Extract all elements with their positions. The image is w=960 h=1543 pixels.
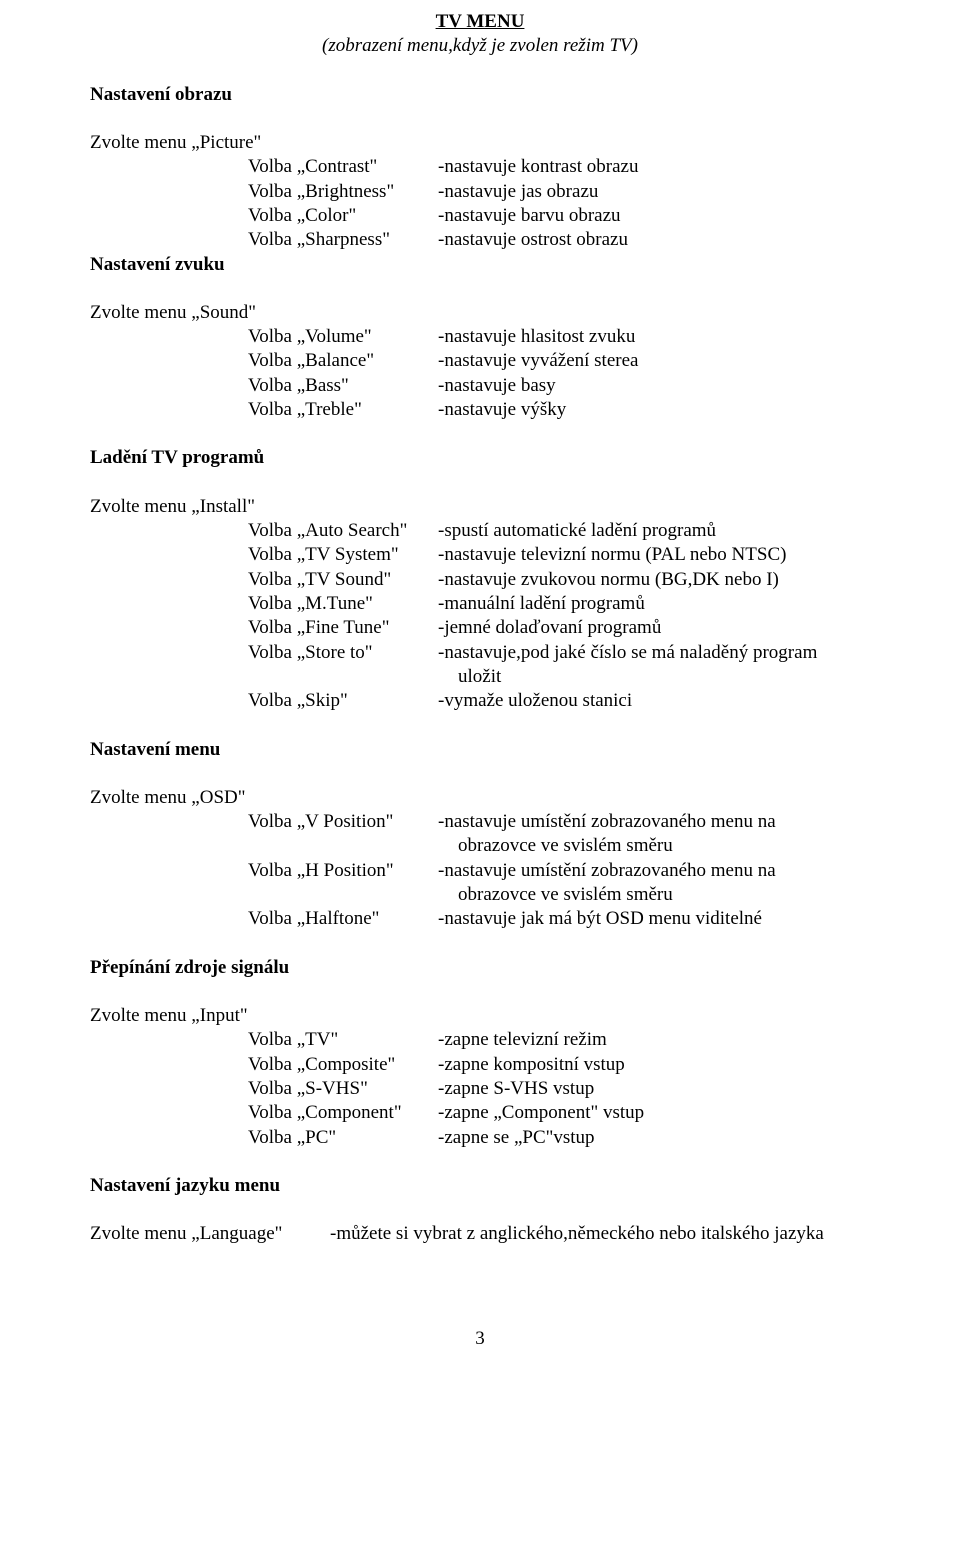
row-left: Volba „PC" bbox=[248, 1126, 438, 1150]
row: Volba „TV System"-nastavuje televizní no… bbox=[90, 543, 870, 567]
row-left: Volba „TV System" bbox=[248, 543, 438, 567]
document-title: TV MENU bbox=[90, 10, 870, 34]
row-right: -nastavuje zvukovou normu (BG,DK nebo I) bbox=[438, 568, 870, 592]
row: Volba „Volume"-nastavuje hlasitost zvuku bbox=[90, 325, 870, 349]
row-right: -nastavuje jas obrazu bbox=[438, 180, 870, 204]
row-right: -nastavuje ostrost obrazu bbox=[438, 228, 870, 252]
row: Volba „Bass"-nastavuje basy bbox=[90, 374, 870, 398]
row-right: -jemné dolaďovaní programů bbox=[438, 616, 870, 640]
page-number: 3 bbox=[90, 1327, 870, 1351]
menu-select-input: Zvolte menu „Input" bbox=[90, 1004, 870, 1028]
menu-select-osd: Zvolte menu „OSD" bbox=[90, 786, 870, 810]
heading-language: Nastavení jazyku menu bbox=[90, 1174, 870, 1198]
document-page: TV MENU (zobrazení menu,když je zvolen r… bbox=[0, 0, 960, 1391]
row-left: Volba „Bass" bbox=[248, 374, 438, 398]
row: Volba „Auto Search"-spustí automatické l… bbox=[90, 519, 870, 543]
language-row: Zvolte menu „Language" -můžete si vybrat… bbox=[90, 1222, 870, 1246]
row: Volba „Store to"-nastavuje,pod jaké čísl… bbox=[90, 641, 870, 665]
row-left: Volba „Skip" bbox=[248, 689, 438, 713]
row-right: -zapne televizní režim bbox=[438, 1028, 870, 1052]
row-left: Volba „Color" bbox=[248, 204, 438, 228]
heading-install: Ladění TV programů bbox=[90, 446, 870, 470]
row-left: Volba „Treble" bbox=[248, 398, 438, 422]
row: Volba „Fine Tune"-jemné dolaďovaní progr… bbox=[90, 616, 870, 640]
row-right: -nastavuje barvu obrazu bbox=[438, 204, 870, 228]
heading-input: Přepínání zdroje signálu bbox=[90, 956, 870, 980]
rows-input: Volba „TV"-zapne televizní režim Volba „… bbox=[90, 1028, 870, 1150]
row-right: -manuální ladění programů bbox=[438, 592, 870, 616]
row: Volba „TV Sound"-nastavuje zvukovou norm… bbox=[90, 568, 870, 592]
row-right: -nastavuje hlasitost zvuku bbox=[438, 325, 870, 349]
row-right: -nastavuje jak má být OSD menu viditelné bbox=[438, 907, 870, 931]
row-left: Volba „Balance" bbox=[248, 349, 438, 373]
rows-picture: Volba „Contrast"-nastavuje kontrast obra… bbox=[90, 155, 870, 252]
row-right: -zapne „Component" vstup bbox=[438, 1101, 870, 1125]
document-subtitle: (zobrazení menu,když je zvolen režim TV) bbox=[90, 34, 870, 58]
row-right: -spustí automatické ladění programů bbox=[438, 519, 870, 543]
rows-install-2: Volba „Skip"-vymaže uloženou stanici bbox=[90, 689, 870, 713]
row: Volba „Brightness"-nastavuje jas obrazu bbox=[90, 180, 870, 204]
row: Volba „S-VHS"-zapne S-VHS vstup bbox=[90, 1077, 870, 1101]
row: Volba „Treble"-nastavuje výšky bbox=[90, 398, 870, 422]
cont-line-osd-1: obrazovce ve svislém směru bbox=[90, 834, 870, 858]
rows-install: Volba „Auto Search"-spustí automatické l… bbox=[90, 519, 870, 665]
row: Volba „Color"-nastavuje barvu obrazu bbox=[90, 204, 870, 228]
row: Volba „Component"-zapne „Component" vstu… bbox=[90, 1101, 870, 1125]
row-left: Volba „Volume" bbox=[248, 325, 438, 349]
row-left: Volba „Component" bbox=[248, 1101, 438, 1125]
title-block: TV MENU (zobrazení menu,když je zvolen r… bbox=[90, 10, 870, 59]
row-right: -vymaže uloženou stanici bbox=[438, 689, 870, 713]
row: Volba „Contrast"-nastavuje kontrast obra… bbox=[90, 155, 870, 179]
row-right: -nastavuje basy bbox=[438, 374, 870, 398]
heading-sound: Nastavení zvuku bbox=[90, 253, 870, 277]
row-right: -zapne S-VHS vstup bbox=[438, 1077, 870, 1101]
row-left: Volba „Composite" bbox=[248, 1053, 438, 1077]
row-right: -nastavuje umístění zobrazovaného menu n… bbox=[438, 810, 870, 834]
rows-osd-2: Volba „H Position"-nastavuje umístění zo… bbox=[90, 859, 870, 883]
row-left: Volba „Auto Search" bbox=[248, 519, 438, 543]
row-right: -zapne se „PC"vstup bbox=[438, 1126, 870, 1150]
row: Volba „Balance"-nastavuje vyvážení stere… bbox=[90, 349, 870, 373]
row-left: Volba „Brightness" bbox=[248, 180, 438, 204]
row-left: Volba „Store to" bbox=[248, 641, 438, 665]
row: Volba „Skip"-vymaže uloženou stanici bbox=[90, 689, 870, 713]
row: Volba „Halftone"-nastavuje jak má být OS… bbox=[90, 907, 870, 931]
heading-picture: Nastavení obrazu bbox=[90, 83, 870, 107]
row-left: Volba „V Position" bbox=[248, 810, 438, 834]
row-right: -nastavuje umístění zobrazovaného menu n… bbox=[438, 859, 870, 883]
row-left: Volba „Contrast" bbox=[248, 155, 438, 179]
row-right: -zapne kompositní vstup bbox=[438, 1053, 870, 1077]
menu-select-language: Zvolte menu „Language" bbox=[90, 1222, 330, 1246]
row-left: Volba „M.Tune" bbox=[248, 592, 438, 616]
row-left: Volba „TV Sound" bbox=[248, 568, 438, 592]
row-right: -nastavuje televizní normu (PAL nebo NTS… bbox=[438, 543, 870, 567]
row-right: -nastavuje kontrast obrazu bbox=[438, 155, 870, 179]
row-left: Volba „S-VHS" bbox=[248, 1077, 438, 1101]
row: Volba „M.Tune"-manuální ladění programů bbox=[90, 592, 870, 616]
row-right: -nastavuje výšky bbox=[438, 398, 870, 422]
rows-osd-1: Volba „V Position"-nastavuje umístění zo… bbox=[90, 810, 870, 834]
row: Volba „V Position"-nastavuje umístění zo… bbox=[90, 810, 870, 834]
language-desc: -můžete si vybrat z anglického,německého… bbox=[330, 1222, 870, 1246]
cont-line-install: uložit bbox=[90, 665, 870, 689]
rows-osd-3: Volba „Halftone"-nastavuje jak má být OS… bbox=[90, 907, 870, 931]
row: Volba „PC"-zapne se „PC"vstup bbox=[90, 1126, 870, 1150]
cont-line-osd-2: obrazovce ve svislém směru bbox=[90, 883, 870, 907]
row: Volba „Composite"-zapne kompositní vstup bbox=[90, 1053, 870, 1077]
row-left: Volba „TV" bbox=[248, 1028, 438, 1052]
row-left: Volba „Sharpness" bbox=[248, 228, 438, 252]
heading-osd: Nastavení menu bbox=[90, 738, 870, 762]
menu-select-install: Zvolte menu „Install" bbox=[90, 495, 870, 519]
rows-sound: Volba „Volume"-nastavuje hlasitost zvuku… bbox=[90, 325, 870, 422]
row: Volba „Sharpness"-nastavuje ostrost obra… bbox=[90, 228, 870, 252]
row: Volba „H Position"-nastavuje umístění zo… bbox=[90, 859, 870, 883]
row-right: -nastavuje,pod jaké číslo se má naladěný… bbox=[438, 641, 870, 665]
menu-select-picture: Zvolte menu „Picture" bbox=[90, 131, 870, 155]
row-left: Volba „H Position" bbox=[248, 859, 438, 883]
row: Volba „TV"-zapne televizní režim bbox=[90, 1028, 870, 1052]
row-right: -nastavuje vyvážení sterea bbox=[438, 349, 870, 373]
row-left: Volba „Halftone" bbox=[248, 907, 438, 931]
row-left: Volba „Fine Tune" bbox=[248, 616, 438, 640]
menu-select-sound: Zvolte menu „Sound" bbox=[90, 301, 870, 325]
